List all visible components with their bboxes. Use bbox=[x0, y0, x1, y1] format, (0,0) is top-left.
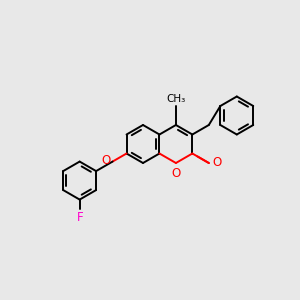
Text: F: F bbox=[77, 211, 84, 224]
Text: O: O bbox=[101, 154, 111, 167]
Text: O: O bbox=[171, 167, 181, 180]
Text: CH₃: CH₃ bbox=[166, 94, 185, 104]
Text: O: O bbox=[213, 157, 222, 169]
